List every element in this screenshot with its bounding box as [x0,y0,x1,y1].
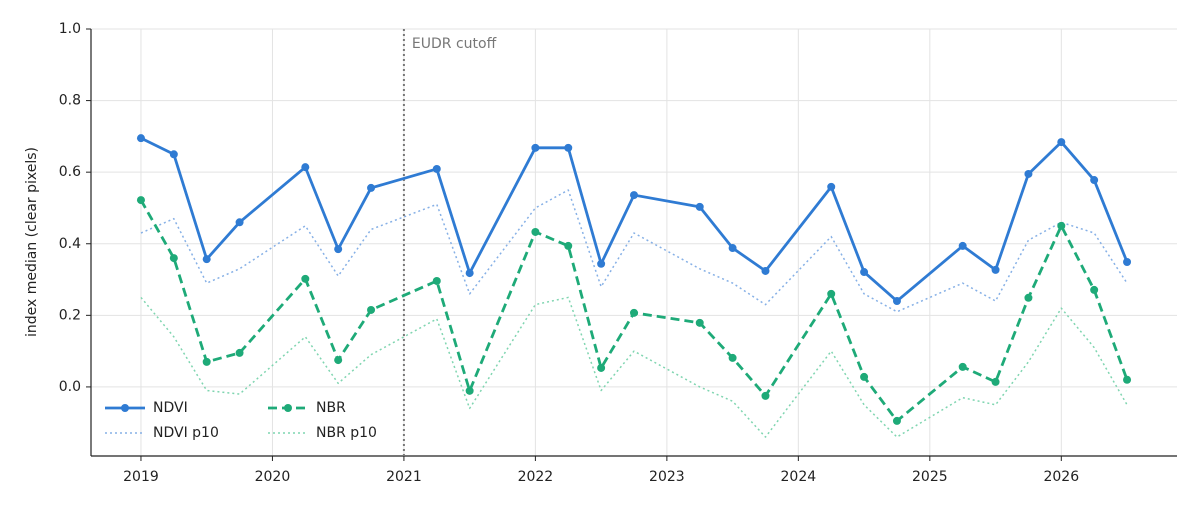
point [465,269,474,278]
series-line [140,189,1128,313]
point [892,416,901,425]
legend-marker [121,404,129,412]
point [597,259,606,268]
series-line [140,136,1129,303]
point [235,348,244,357]
point [169,150,178,159]
y-tick-label: 0.4 [59,236,81,252]
point [991,265,1000,274]
point [432,164,441,173]
point [695,202,704,211]
y-tick-label: 0.2 [59,307,81,323]
point [334,356,343,365]
y-axis-label: index median (clear pixels) [24,147,40,337]
point [761,266,770,275]
point [334,245,343,254]
point [1090,285,1099,294]
point [1024,169,1033,178]
y-tick-label: 0.8 [59,93,81,109]
point [728,353,737,362]
point [202,357,211,366]
point [827,182,836,191]
x-tick-label: 2019 [123,469,159,485]
point [531,227,540,236]
point [892,297,901,306]
legend-label: NDVI [153,400,188,416]
point [301,274,310,283]
point [597,363,606,372]
annotation: EUDR cutoff [412,36,497,52]
point [630,191,638,200]
x-tick-label: 2020 [255,469,291,485]
x-tick-label: 2022 [518,469,554,485]
point [564,241,573,250]
x-tick-label: 2025 [912,469,948,485]
x-tick-label: 2026 [1043,469,1079,485]
point [1057,221,1066,230]
point [695,318,704,327]
x-tick-label: 2023 [649,469,685,485]
point [1123,375,1132,384]
y-tick-label: 0.6 [59,164,81,180]
point [761,391,770,400]
point [958,241,967,250]
point [169,254,178,263]
legend-label: NBR p10 [316,425,377,441]
point [301,163,310,172]
point [1123,258,1132,267]
point [136,134,145,143]
point [630,308,638,317]
legend-marker [284,404,292,412]
point [465,386,474,395]
point [367,183,376,192]
point [564,143,573,152]
point [860,268,869,277]
point [958,362,967,371]
point [728,244,737,253]
x-tick-label: 2024 [781,469,817,485]
legend-label: NDVI p10 [153,425,219,441]
series-line [140,296,1128,438]
x-tick-label: 2021 [386,469,422,485]
point [367,305,376,314]
point [827,289,836,298]
point [860,372,869,381]
point [1090,176,1099,185]
point [1024,293,1033,302]
y-tick-label: 1.0 [59,21,81,37]
point [235,218,244,227]
y-tick-label: 0.0 [59,379,81,395]
point [1057,138,1066,147]
legend-label: NBR [316,400,346,416]
point [991,377,1000,386]
point [432,276,441,285]
point [531,143,540,152]
point [202,255,211,264]
point [136,196,145,205]
